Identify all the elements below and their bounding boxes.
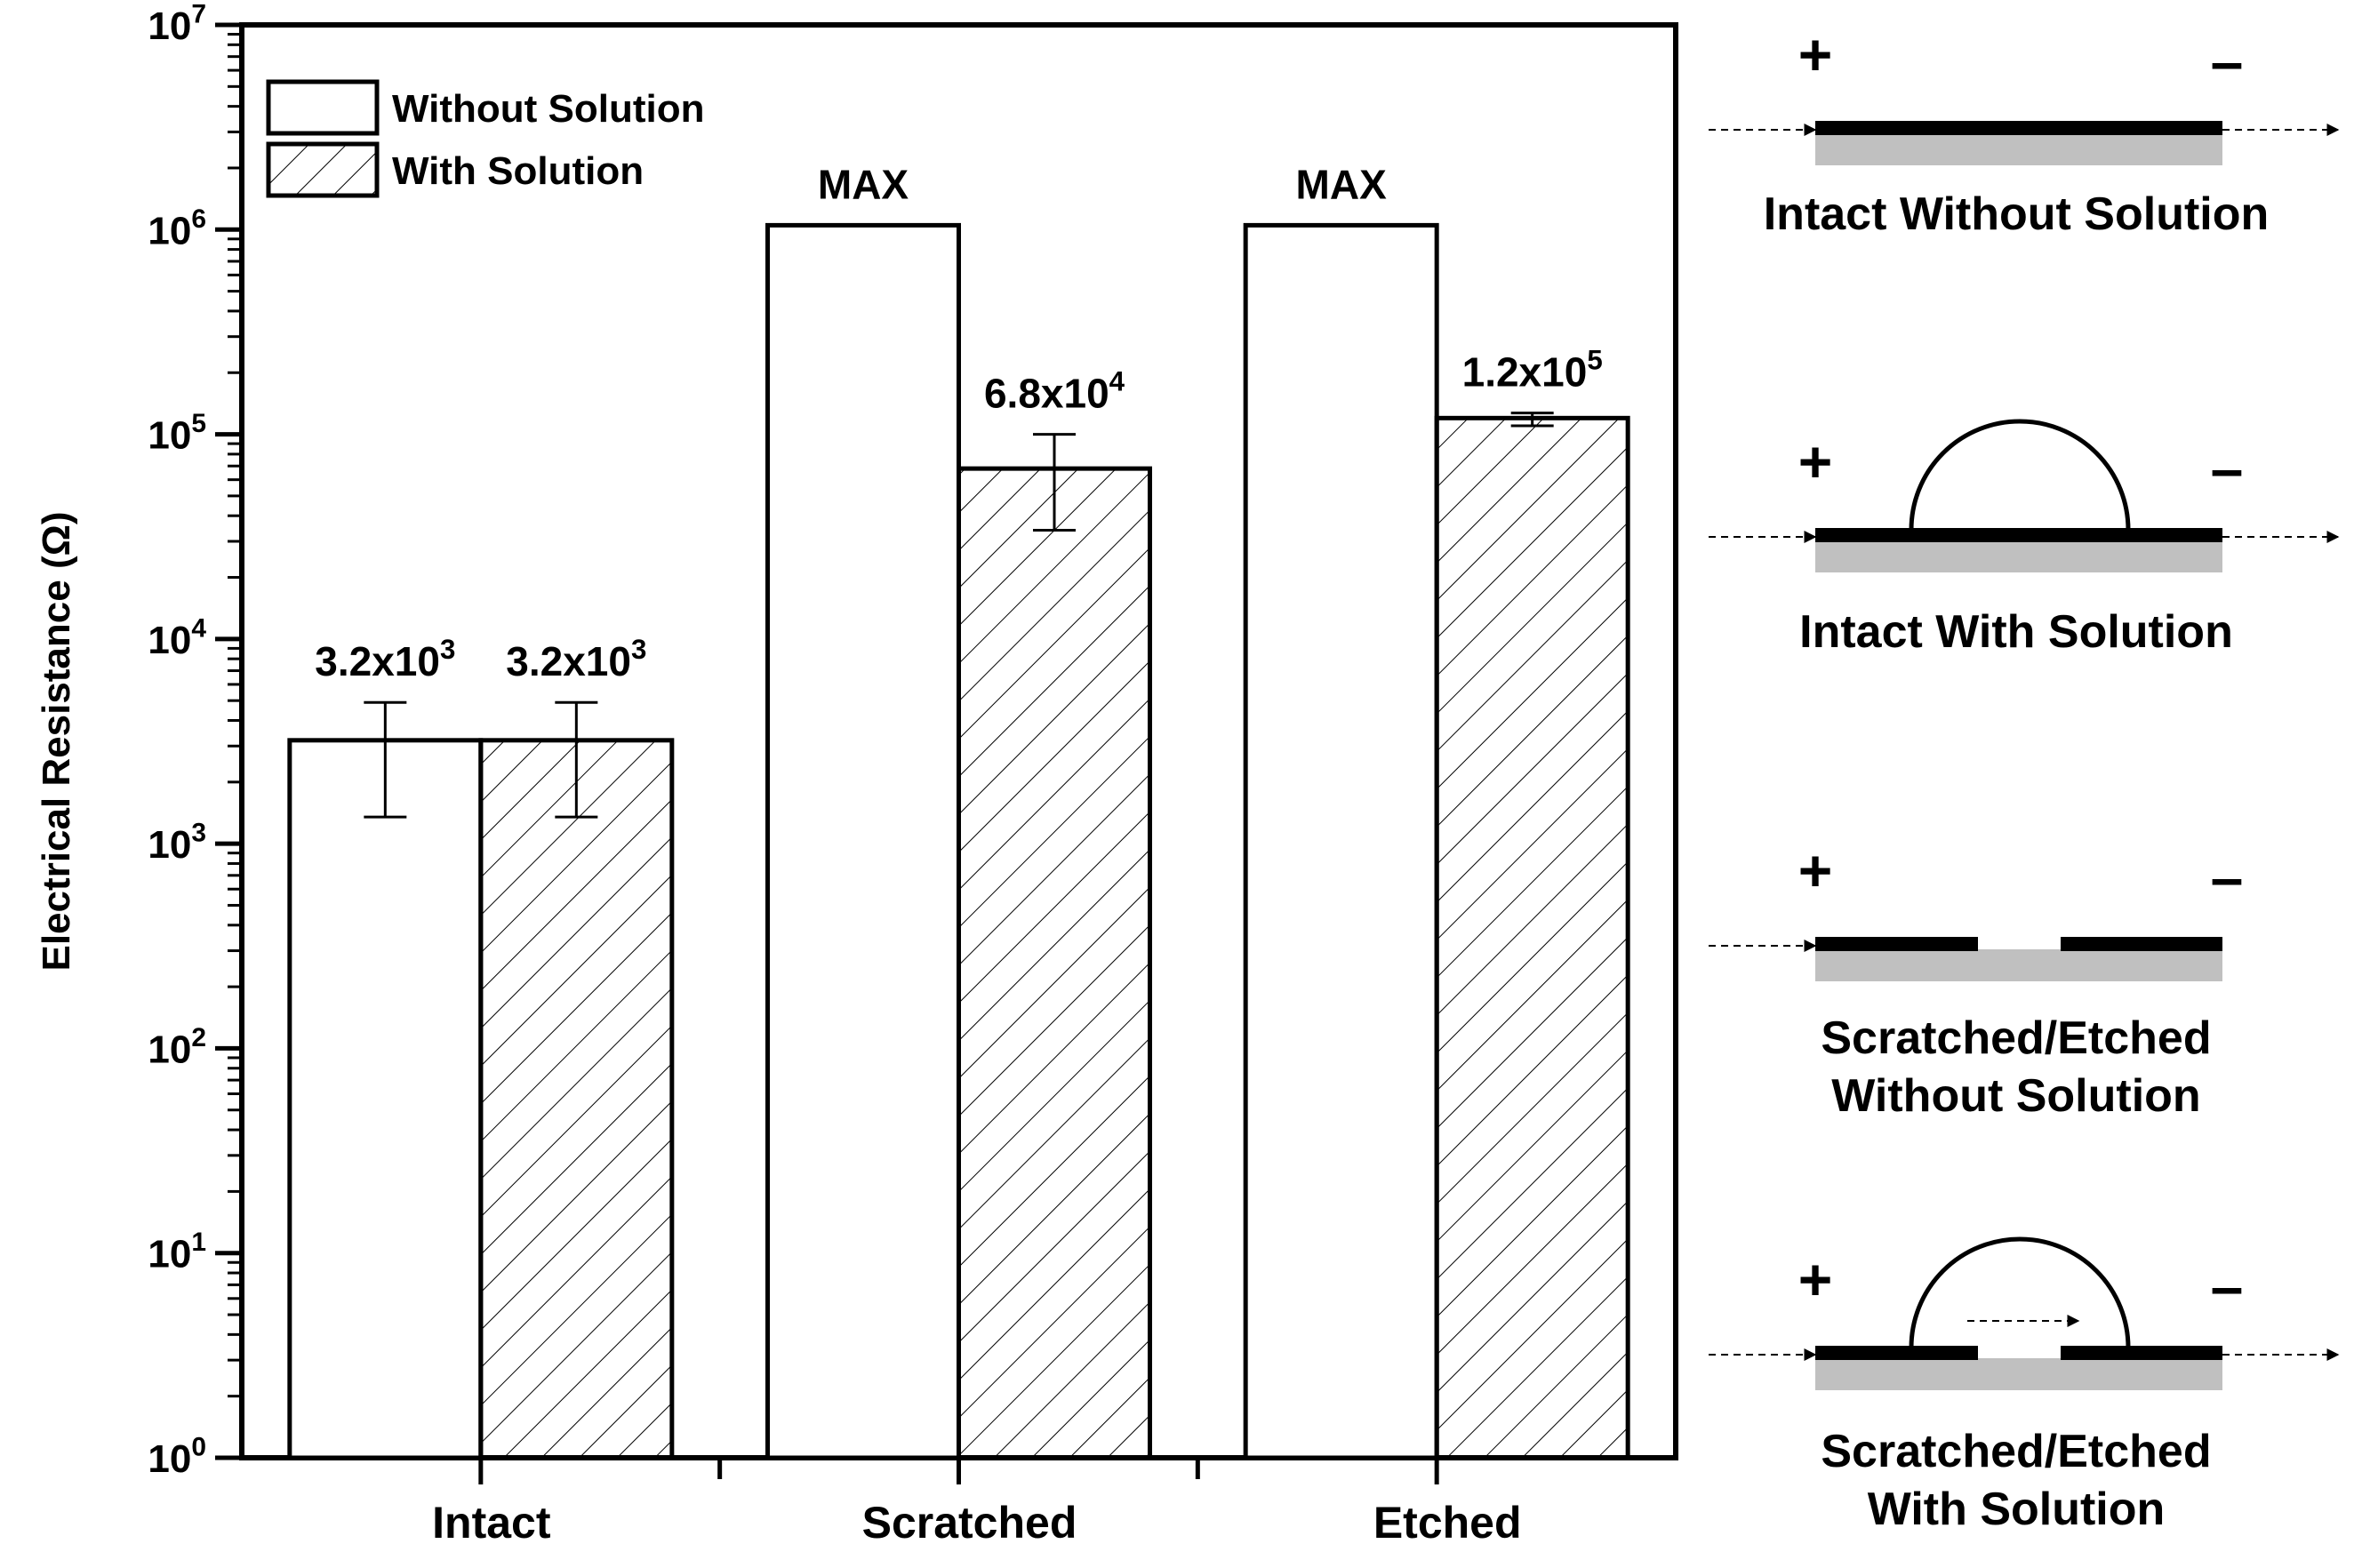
y-tick-label: 104 bbox=[148, 613, 206, 661]
data-label: MAX bbox=[1296, 161, 1388, 207]
minus-sign: – bbox=[2211, 436, 2244, 501]
y-tick-label: 103 bbox=[148, 819, 206, 867]
bar-chart: 100 101 102 103 104 105 106 107 Electrical Resis… bbox=[35, 0, 1678, 1548]
substrate bbox=[1815, 1358, 2222, 1390]
data-label: MAX bbox=[818, 161, 909, 207]
plus-sign: + bbox=[1798, 21, 1833, 87]
solution-droplet bbox=[1909, 1236, 2131, 1348]
conductor bbox=[1815, 528, 2222, 542]
bar-scratched-1 bbox=[957, 466, 1152, 1460]
substrate bbox=[1815, 949, 2222, 981]
y-tick-label: 105 bbox=[148, 409, 206, 457]
bar-etched-1 bbox=[1434, 415, 1630, 1460]
conductor-right bbox=[2061, 1346, 2222, 1360]
schematic-caption: Intact With Solution bbox=[1799, 606, 2233, 658]
schematic-intact-without: + – Intact Without Solution bbox=[1709, 21, 2340, 240]
plus-sign: + bbox=[1798, 428, 1833, 494]
conductor-left bbox=[1815, 937, 1978, 951]
data-label: 1.2x105 bbox=[1462, 344, 1603, 395]
data-label: 3.2x103 bbox=[506, 634, 646, 684]
schematic-caption: Scratched/Etched bbox=[1821, 1426, 2211, 1477]
y-tick-label: 100 bbox=[148, 1433, 206, 1481]
conductor-right bbox=[2061, 937, 2222, 951]
minus-sign: – bbox=[2211, 844, 2244, 910]
plus-sign: + bbox=[1798, 837, 1833, 903]
conductor bbox=[1815, 121, 2222, 135]
substrate bbox=[1815, 540, 2222, 572]
conductor-left bbox=[1815, 1346, 1978, 1360]
bar-intact-1 bbox=[478, 738, 675, 1460]
plus-sign: + bbox=[1798, 1246, 1833, 1312]
y-tick-label: 102 bbox=[148, 1023, 206, 1071]
legend-swatch bbox=[266, 79, 380, 136]
y-tick-label: 106 bbox=[148, 204, 206, 252]
x-tick-label: Intact bbox=[432, 1498, 551, 1548]
schematic-caption: Intact Without Solution bbox=[1764, 188, 2270, 240]
x-tick-label: Etched bbox=[1373, 1498, 1522, 1548]
legend-label: With Solution bbox=[392, 149, 644, 193]
solution-droplet bbox=[1909, 419, 2131, 531]
schematic-scratched-with: + – Scratched/Etched With Solution bbox=[1709, 1236, 2340, 1535]
substrate bbox=[1815, 133, 2222, 165]
y-tick-label: 107 bbox=[148, 0, 206, 48]
schematic-caption: Without Solution bbox=[1831, 1070, 2200, 1122]
schematic-scratched-without: + – Scratched/Etched Without Solution bbox=[1709, 837, 2243, 1122]
schematic-intact-with: + – Intact With Solution bbox=[1709, 419, 2340, 658]
y-tick-label: 101 bbox=[148, 1228, 206, 1276]
data-label: 6.8x104 bbox=[984, 365, 1125, 416]
legend-label: Without Solution bbox=[392, 87, 704, 131]
schematic-caption: With Solution bbox=[1868, 1484, 2166, 1535]
bar-scratched-0 bbox=[765, 222, 961, 1460]
schematic-panel: + – Intact Without Solution + – Intact With S… bbox=[1709, 21, 2340, 1535]
bar-etched-0 bbox=[1243, 222, 1439, 1460]
minus-sign: – bbox=[2211, 1253, 2244, 1319]
x-tick-label: Scratched bbox=[862, 1498, 1077, 1548]
bar-intact-0 bbox=[287, 738, 484, 1460]
schematic-caption: Scratched/Etched bbox=[1821, 1012, 2211, 1064]
minus-sign: – bbox=[2211, 28, 2244, 94]
legend-swatch bbox=[266, 141, 380, 198]
data-label: 3.2x103 bbox=[315, 634, 455, 684]
y-axis-label: Electrical Resistance (Ω) bbox=[35, 511, 78, 971]
